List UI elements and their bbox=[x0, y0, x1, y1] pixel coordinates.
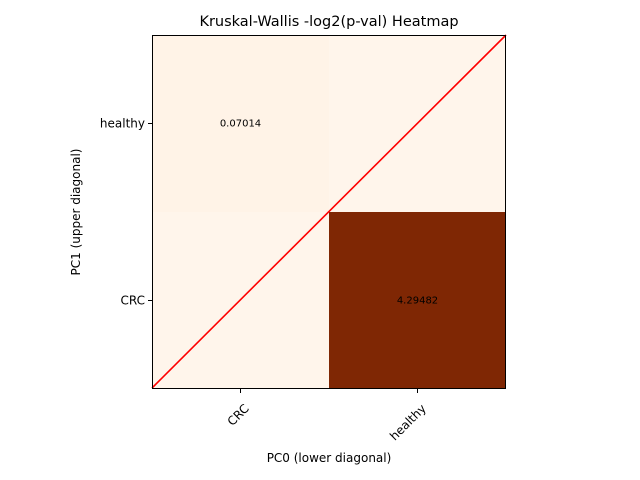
y-tick-label: CRC bbox=[121, 294, 146, 308]
y-axis-ticks: healthy CRC bbox=[100, 117, 152, 308]
diagonal-line bbox=[151, 34, 507, 389]
y-tick-label: healthy bbox=[100, 117, 145, 131]
cell-value-label: 4.29482 bbox=[397, 296, 438, 307]
cell-value-label: 0.07014 bbox=[220, 119, 261, 130]
heatmap-cell-healthy-crc bbox=[152, 35, 329, 212]
y-axis-label: PC1 (upper diagonal) bbox=[69, 149, 83, 276]
heatmap-cell-crc-healthy bbox=[329, 212, 506, 389]
x-axis-label: PC0 (lower diagonal) bbox=[267, 451, 392, 465]
heatmap-cell-labels: 0.07014 4.29482 bbox=[220, 119, 438, 307]
x-axis-ticks: CRC healthy bbox=[225, 389, 429, 443]
x-tick-label: CRC bbox=[225, 401, 252, 428]
chart-title: Kruskal-Wallis -log2(p-val) Heatmap bbox=[199, 14, 458, 30]
plot-frame bbox=[152, 35, 506, 389]
x-tick-label: healthy bbox=[387, 401, 429, 443]
